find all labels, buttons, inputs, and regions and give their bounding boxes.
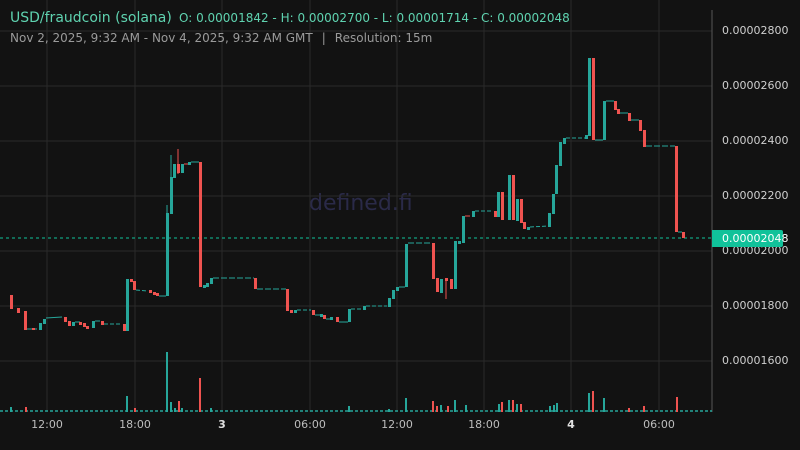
x-tick-label: 06:00	[294, 418, 326, 431]
x-tick-label-day: 3	[218, 418, 226, 431]
x-tick-label: 18:00	[119, 418, 151, 431]
date-range: Nov 2, 2025, 9:32 AM - Nov 4, 2025, 9:32…	[10, 31, 313, 45]
watermark: defined.fi	[309, 191, 413, 216]
y-tick-label: 0.00001800	[722, 299, 789, 312]
resolution: Resolution: 15m	[334, 31, 433, 45]
ohlc-values: O: 0.00001842 - H: 0.00002700 - L: 0.000…	[178, 11, 570, 25]
x-tick-label: 18:00	[468, 418, 500, 431]
current-price-tag: 0.00002048	[712, 230, 788, 247]
pair-name: USD/fraudcoin (solana)	[10, 10, 172, 26]
x-tick-label: 12:00	[381, 418, 413, 431]
y-tick-label: 0.00002200	[722, 189, 789, 202]
y-tick-label: 0.00002000	[722, 244, 789, 257]
x-tick-label: 12:00	[31, 418, 63, 431]
y-tick-label: 0.00002600	[722, 79, 789, 92]
y-tick-label: 0.00001600	[722, 354, 789, 367]
y-tick-label: 0.00002800	[722, 24, 789, 37]
candles	[10, 58, 685, 331]
volume-bars	[0, 352, 712, 412]
separator: |	[321, 31, 326, 45]
title-line: USD/fraudcoin (solana) O: 0.00001842 - H…	[10, 10, 570, 26]
sub-line: Nov 2, 2025, 9:32 AM - Nov 4, 2025, 9:32…	[10, 31, 570, 45]
x-tick-label-day: 4	[567, 418, 575, 431]
grid	[0, 0, 712, 412]
x-tick-label: 06:00	[643, 418, 675, 431]
y-tick-label: 0.00002400	[722, 134, 789, 147]
chart-header: USD/fraudcoin (solana) O: 0.00001842 - H…	[10, 10, 570, 45]
